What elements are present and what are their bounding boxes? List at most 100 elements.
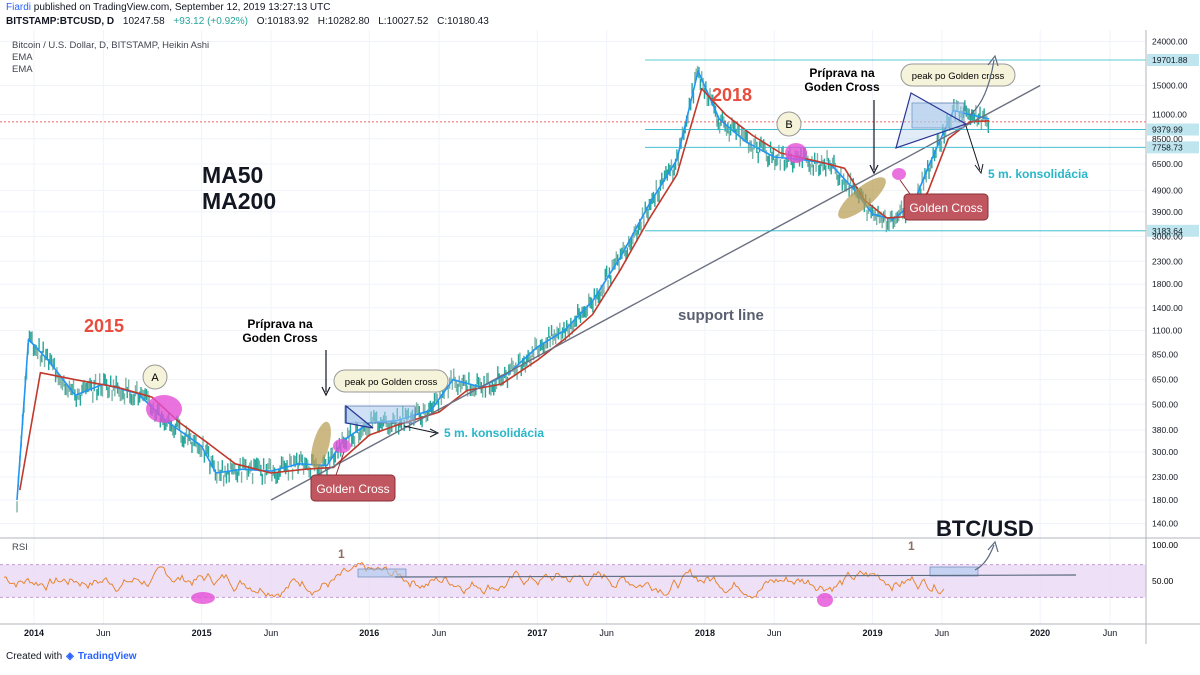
time-axis[interactable]: 2014 Jun 2015 Jun 2016 Jun 2017 Jun 2018 Jun 2019 J… <box>0 623 1200 638</box>
time-tick-label: Jun <box>432 628 447 638</box>
year-2018-label: 2018 <box>712 85 752 105</box>
created-with-text: Created with <box>6 651 63 662</box>
marker-b-label: B <box>785 119 792 131</box>
priprava-label-1b: Goden Cross <box>242 331 318 345</box>
close-value: C:10180.43 <box>437 16 489 27</box>
price-tick-label: 11000.00 <box>1152 110 1187 120</box>
rsi-pink-marker-1 <box>191 592 215 604</box>
consolidation-box-2 <box>911 102 965 129</box>
price-levels: 19701.88 9379.99 7758.73 3183.64 <box>0 53 1199 237</box>
golden-cross-label-1: Golden Cross <box>316 482 389 496</box>
tradingview-brand[interactable]: TradingView <box>77 651 137 662</box>
high-value: H:10282.80 <box>317 16 370 27</box>
konsolidacia-label-2: 5 m. konsolidácia <box>988 167 1088 181</box>
price-tick-label: 1100.00 <box>1152 325 1182 335</box>
consolidation-triangle-2 <box>895 92 968 149</box>
golden-cross-box-1 <box>310 474 396 502</box>
price-tick-label: 24000.00 <box>1152 37 1188 47</box>
price-tick-label: 4900.00 <box>1152 185 1183 195</box>
priprava-label-2a: Príprava na <box>809 66 875 80</box>
arrow-head-priprava-1 <box>321 386 331 397</box>
rsi-tick-100: 100.00 <box>1152 540 1178 550</box>
published-text: published on TradingView.com, September … <box>33 2 331 13</box>
pink-marker-gc2 <box>892 168 906 180</box>
priprava-label-2b: Goden Cross <box>804 80 880 94</box>
price-tick-label: 8500.00 <box>1152 134 1183 144</box>
price-tick-label: 6500.00 <box>1152 159 1183 169</box>
pink-marker-b <box>785 143 807 163</box>
open-value: O:10183.92 <box>256 16 309 27</box>
marker-b-circle <box>776 111 802 137</box>
ema-line-2 <box>19 87 990 491</box>
golden-cross-box-2 <box>903 193 989 221</box>
time-tick-label: 2018 <box>695 628 715 638</box>
price-axis[interactable]: 24000.00 15000.00 11000.00 8500.00 6500.00 49… <box>0 30 1200 644</box>
price-level-tag <box>1147 224 1199 237</box>
price-tick-label: 380.00 <box>1152 425 1178 435</box>
annotations: 2015 2018 MA50 MA200 Príprava na Goden C… <box>84 54 1088 541</box>
golden-oval-1 <box>311 421 331 469</box>
price-level-tag <box>1147 123 1199 136</box>
golden-oval-2 <box>838 177 886 219</box>
time-tick-label: Jun <box>264 628 279 638</box>
price-level-label: 7758.73 <box>1152 142 1183 152</box>
price-tick-label: 850.00 <box>1152 350 1178 360</box>
rsi-line <box>3 561 945 599</box>
rsi-projection-curve <box>974 544 995 571</box>
time-tick-label: 2017 <box>527 628 547 638</box>
projection-arrow-main <box>987 54 999 67</box>
rsi-pink-marker-2 <box>817 593 833 607</box>
consolidation-triangle-1 <box>345 404 374 429</box>
consolidation-arrow-1 <box>403 425 437 434</box>
price-tick-label: 1400.00 <box>1152 303 1183 313</box>
ma50-label: MA50 <box>202 162 263 188</box>
year-2015-label: 2015 <box>84 316 124 336</box>
rsi-annotations: 1 1 <box>191 539 1077 607</box>
symbol-info: BITSTAMP:BTCUSD, D 10247.58 +93.12 (+0.9… <box>6 16 489 27</box>
legend-title: Bitcoin / U.S. Dollar, D, BITSTAMP, Heik… <box>12 40 210 51</box>
time-tick-label: 2015 <box>192 628 212 638</box>
rsi-marker-1: 1 <box>338 547 345 561</box>
price-tick-label: 2300.00 <box>1152 256 1183 266</box>
rsi-projection-arrow <box>987 540 999 553</box>
time-tick-label: Jun <box>96 628 111 638</box>
pink-marker-gc1 <box>333 439 351 453</box>
low-value: L:10027.52 <box>378 16 429 27</box>
rsi-legend-label[interactable]: RSI <box>12 542 28 553</box>
author-link[interactable]: Fiardi <box>6 2 32 13</box>
price-tick-label: 3000.00 <box>1152 231 1183 241</box>
konsolidacia-label-1: 5 m. konsolidácia <box>444 426 544 440</box>
footer: Created with ◈ TradingView <box>6 651 137 662</box>
peak-label-1: peak po Golden cross <box>345 377 438 388</box>
price-tick-label: 3900.00 <box>1152 207 1183 217</box>
time-tick-label: Jun <box>1103 628 1118 638</box>
rsi-marker-2: 1 <box>908 539 915 553</box>
golden-cross-label-2: Golden Cross <box>909 201 982 215</box>
rsi-box-2 <box>929 566 979 577</box>
rsi-box-1 <box>357 568 407 578</box>
peak-callout-2 <box>900 63 1016 87</box>
time-tick-label: Jun <box>935 628 950 638</box>
consolidation-arrow-2 <box>965 125 981 171</box>
price-level-label: 3183.64 <box>1152 226 1183 236</box>
price-change: +93.12 (+0.92%) <box>173 16 248 27</box>
symbol-label: BITSTAMP:BTCUSD, D <box>6 16 115 27</box>
pink-marker-a <box>146 395 182 423</box>
rsi-legend: RSI <box>12 542 28 554</box>
legend-ema-2[interactable]: EMA <box>12 64 33 75</box>
golden-cross-pointer-1 <box>335 451 345 476</box>
consolidation-arrow-head-2 <box>974 163 984 175</box>
time-tick-label: 2016 <box>359 628 379 638</box>
support-line <box>270 84 1041 501</box>
time-tick-label: Jun <box>599 628 614 638</box>
legend-ema-1[interactable]: EMA <box>12 52 33 63</box>
time-tick-label: Jun <box>767 628 782 638</box>
time-tick-label: 2020 <box>1030 628 1050 638</box>
consolidation-arrow-head-1 <box>429 428 440 438</box>
price-tick-label: 230.00 <box>1152 472 1178 482</box>
price-tick-label: 650.00 <box>1152 375 1178 385</box>
golden-cross-pointer-2 <box>899 179 911 195</box>
rsi-tick-50: 50.00 <box>1152 576 1174 586</box>
